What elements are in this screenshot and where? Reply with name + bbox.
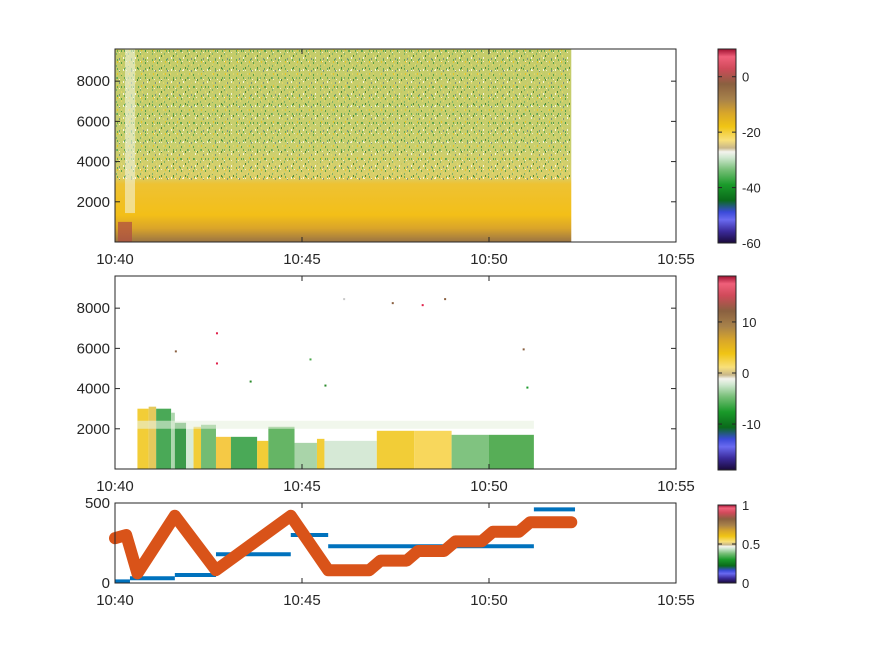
colorbar-2: 10 0 -10 <box>717 275 761 471</box>
colorbar-tick-label: 0 <box>742 366 749 381</box>
spectrogram-2-point <box>526 386 529 389</box>
axes-frame-1 <box>114 48 677 243</box>
x-tick-label: 10:40 <box>96 592 134 609</box>
x-tick-label: 10:55 <box>657 251 695 268</box>
spectrogram-2-point <box>522 348 525 351</box>
spectrogram-2-block <box>294 442 317 469</box>
colorbar-tick-label: 0 <box>742 576 749 591</box>
spectrogram-2-point <box>215 362 218 365</box>
y-tick-label: 4000 <box>77 154 110 171</box>
spectrogram-2-block <box>137 408 149 469</box>
y-tick-label: 6000 <box>77 340 110 357</box>
colorbar-tick-label: -60 <box>742 236 761 251</box>
orange-series-line <box>109 509 578 580</box>
spectrogram-2-point <box>444 298 447 301</box>
spectrogram-2-fringe <box>137 420 534 429</box>
x-tick-label: 10:50 <box>470 592 508 609</box>
spectrogram-2-block <box>268 426 295 469</box>
spectrogram-2-block <box>201 424 216 469</box>
spectrogram-2-block <box>324 440 377 469</box>
colorbar-1: 0 -20 -40 -60 <box>717 48 761 251</box>
x-tick-label: 10:50 <box>470 478 508 495</box>
spectrogram-panel-2: 2000 4000 6000 8000 10:40 10:45 10:50 10:55 <box>77 275 695 495</box>
line-panel-3: 0 500 10:40 10:45 10:50 10:55 <box>85 495 695 609</box>
spectrogram-2-block <box>174 422 187 469</box>
x-tick-label: 10:55 <box>657 478 695 495</box>
spectrogram-2-block <box>171 412 175 469</box>
spectrogram-2-block <box>414 430 452 469</box>
line-series-group <box>109 507 578 584</box>
spectrogram-2-point <box>421 304 424 307</box>
spectrogram-2-block <box>193 426 202 469</box>
spectrogram-2-point <box>215 332 218 335</box>
spectrogram-panel-1: 2000 4000 6000 8000 10:40 10:45 10:50 10:55 <box>77 48 695 268</box>
spectrogram-1-hotspot <box>118 221 132 242</box>
colorbar-tick-label: -20 <box>742 125 761 140</box>
colorbar-tick-label: 10 <box>742 315 756 330</box>
y-tick-label: 6000 <box>77 113 110 130</box>
axes-frame-2 <box>114 275 677 470</box>
spectrogram-2-point <box>174 350 177 353</box>
y-tick-label: 8000 <box>77 300 110 317</box>
spectrogram-1-streak <box>125 49 135 214</box>
colorbar-tick-label: 1 <box>742 498 749 513</box>
spectrogram-2-block <box>489 434 534 469</box>
y-tick-label: 0 <box>102 575 110 592</box>
y-tick-label: 8000 <box>77 73 110 90</box>
x-tick-label: 10:45 <box>283 592 321 609</box>
colorbar-scale <box>717 48 737 244</box>
spectrogram-1-image <box>115 49 572 242</box>
axes-frame-3 <box>114 502 677 584</box>
spectrogram-2-block <box>156 408 172 469</box>
spectrogram-2-block <box>376 430 415 469</box>
x-tick-label: 10:40 <box>96 251 134 268</box>
spectrogram-2-point <box>343 298 346 301</box>
y-tick-label: 2000 <box>77 194 110 211</box>
y-tick-label: 4000 <box>77 381 110 398</box>
colorbar-tick-label: 0 <box>742 70 749 85</box>
y-tick-label: 2000 <box>77 421 110 438</box>
spectrogram-2-block <box>451 434 489 469</box>
spectrogram-2-block <box>257 440 269 469</box>
spectrogram-2-point <box>309 358 312 361</box>
spectrogram-2-image <box>137 298 534 469</box>
colorbar-tick-label: -40 <box>742 181 761 196</box>
colorbar-tick-label: -10 <box>742 417 761 432</box>
y-tick-label: 500 <box>85 495 110 512</box>
spectrogram-2-point <box>249 380 252 383</box>
x-tick-label: 10:55 <box>657 592 695 609</box>
x-tick-label: 10:45 <box>283 478 321 495</box>
spectrogram-2-block <box>230 436 258 469</box>
spectrogram-2-block <box>316 438 325 469</box>
x-tick-label: 10:50 <box>470 251 508 268</box>
x-tick-label: 10:40 <box>96 478 134 495</box>
colorbar-tick-label: 0.5 <box>742 537 760 552</box>
spectrogram-2-block <box>186 428 194 469</box>
spectrogram-2-block <box>215 436 231 469</box>
spectrogram-2-point <box>324 384 327 387</box>
spectrogram-2-point <box>391 302 394 305</box>
spectrogram-2-block <box>148 406 157 469</box>
colorbar-3: 10.50 <box>717 498 760 591</box>
x-tick-label: 10:45 <box>283 251 321 268</box>
spectrogram-1-noise-b <box>115 49 572 181</box>
